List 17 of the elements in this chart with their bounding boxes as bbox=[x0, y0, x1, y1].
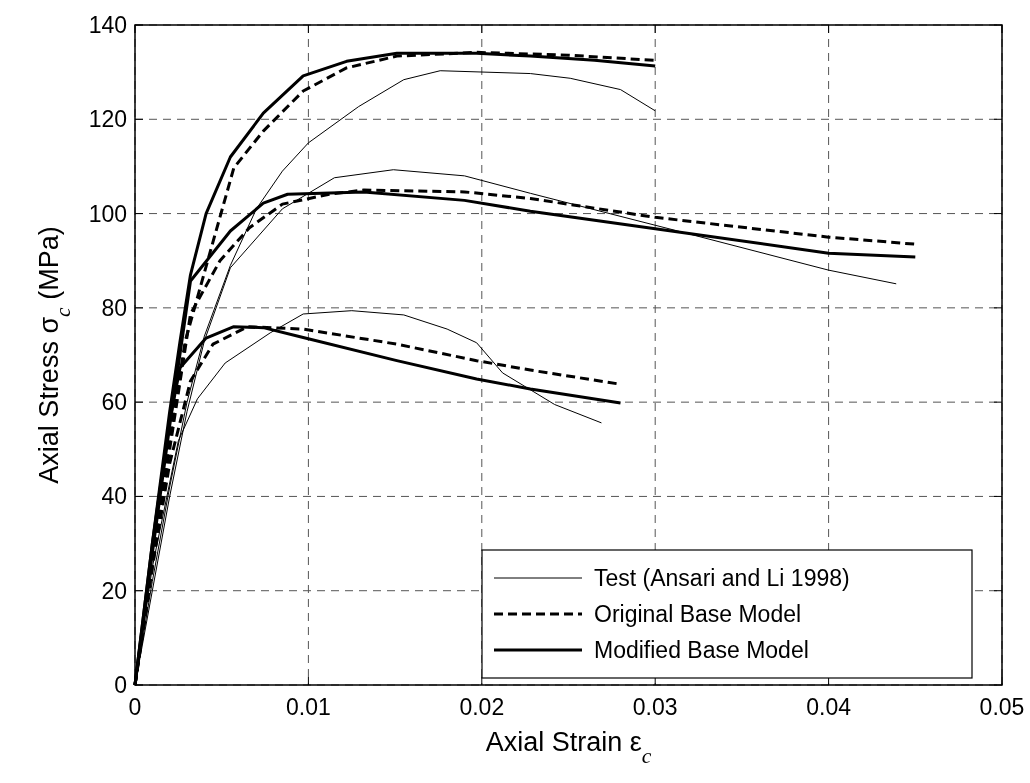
x-tick-label: 0.01 bbox=[286, 694, 331, 720]
y-tick-label: 0 bbox=[114, 672, 127, 698]
y-tick-label: 100 bbox=[88, 200, 127, 227]
y-tick-label: 140 bbox=[88, 12, 127, 38]
y-tick-label: 80 bbox=[101, 294, 127, 321]
x-tick-label: 0.05 bbox=[979, 694, 1025, 720]
legend-label: Original Base Model bbox=[594, 601, 802, 627]
x-axis-title: Axial Strain ε$_{c}$ bbox=[485, 727, 652, 768]
y-tick-label: 60 bbox=[101, 389, 127, 416]
x-tick-label: 0.02 bbox=[459, 694, 505, 720]
y-tick-label: 40 bbox=[101, 483, 127, 510]
y-tick-label: 20 bbox=[101, 577, 127, 604]
x-tick-label: 0.03 bbox=[632, 694, 678, 720]
x-tick-label: 0.04 bbox=[806, 694, 852, 720]
legend-label: Modified Base Model bbox=[594, 637, 809, 663]
y-tick-label: 120 bbox=[88, 106, 127, 133]
legend-label: Test (Ansari and Li 1998) bbox=[594, 565, 850, 591]
